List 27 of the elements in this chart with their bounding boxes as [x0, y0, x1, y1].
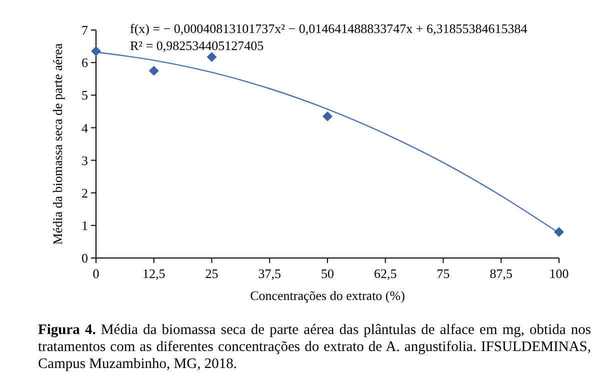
annotation: f(x) = − 0,00040813101737x² − 0,014641488833747x + 6,31855384615384	[130, 21, 528, 36]
point	[91, 46, 101, 56]
y-tick-label: 2	[82, 185, 88, 200]
x-tick-label: 12,5	[142, 266, 166, 281]
text: Figura 4. Média da biomassa seca de parte aérea das plântulas de alface em mg, obtida nos tratamentos com as diferentes concentrações do extrato de A. angustifolia. IFSULDEMINAS, Campus Muzambinho, MG, 2018.	[38, 322, 591, 373]
y-tick-label: 4	[82, 120, 88, 136]
x-tick-label: 37,5	[258, 266, 281, 281]
point	[206, 52, 217, 62]
point	[148, 66, 159, 76]
x-tick-label: 75	[436, 266, 450, 281]
y-tick-label: 1	[82, 218, 88, 233]
x-tick-label: 25	[205, 266, 218, 281]
annotation: R² = 0,982534405127405	[130, 38, 264, 53]
x-tick-label: 50	[321, 266, 334, 281]
point	[554, 226, 564, 237]
x-tick-label: 87,5	[490, 266, 512, 281]
x-tick-label: 62,5	[374, 266, 397, 281]
x-tick-label: 0	[92, 266, 100, 281]
y-tick-label: 3	[82, 152, 88, 168]
y-tick-label: 5	[82, 88, 88, 103]
y-tick-label: 6	[82, 55, 88, 70]
x-axis-title: Concentrações do extrato (%)	[250, 288, 405, 303]
point	[322, 111, 332, 122]
y-axis-title: Média da biomassa seca de parte aérea	[50, 43, 65, 245]
y-tick-label: 0	[82, 250, 88, 266]
y-tick-label: 7	[82, 22, 88, 38]
x-tick-label: 100	[549, 266, 569, 281]
